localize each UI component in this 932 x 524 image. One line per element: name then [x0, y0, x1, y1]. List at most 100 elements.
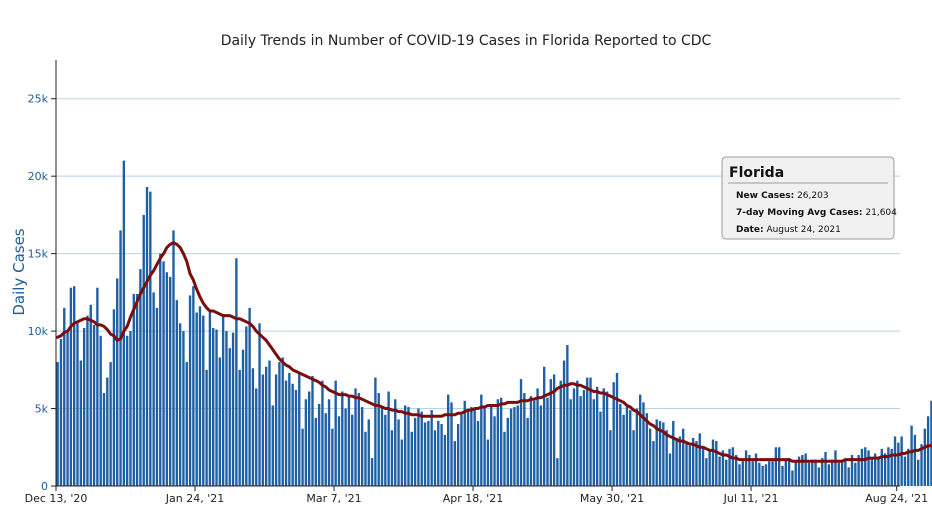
daily-case-bar — [635, 408, 639, 486]
y-tick-label: 15k — [28, 248, 49, 261]
daily-case-bar — [758, 462, 761, 486]
daily-case-bar — [169, 276, 172, 486]
daily-case-bar — [238, 369, 241, 486]
daily-case-bar — [347, 396, 351, 486]
daily-case-bar — [844, 459, 847, 486]
daily-case-bar — [407, 407, 410, 486]
daily-case-bar — [341, 391, 344, 486]
daily-case-bar — [814, 459, 817, 486]
daily-case-bar — [791, 470, 794, 486]
daily-case-bar — [645, 413, 648, 486]
daily-case-bar — [546, 397, 549, 486]
daily-case-bar — [576, 380, 579, 486]
daily-case-bar — [410, 431, 413, 486]
daily-case-bar — [870, 458, 874, 486]
daily-case-bar — [490, 403, 493, 486]
daily-case-bar — [255, 388, 258, 486]
daily-case-bar — [394, 399, 397, 486]
daily-case-bar — [493, 416, 496, 486]
daily-case-bar — [672, 420, 675, 486]
y-tick-labels: 0 5k 10k 15k 20k 25k — [28, 93, 49, 493]
daily-case-bar — [403, 405, 407, 486]
daily-case-bar — [549, 379, 552, 486]
daily-case-bar — [509, 408, 513, 486]
daily-case-bar — [218, 357, 222, 486]
daily-case-bar — [708, 450, 711, 486]
daily-case-bar — [768, 461, 771, 486]
daily-case-bar — [324, 413, 327, 486]
daily-case-bar — [417, 408, 420, 486]
daily-case-bar — [188, 295, 192, 486]
daily-case-bar — [268, 360, 271, 486]
daily-case-bar — [109, 362, 112, 486]
daily-case-bar — [433, 430, 437, 486]
daily-case-bar — [586, 377, 589, 486]
daily-case-bar — [278, 362, 281, 486]
daily-case-bar — [685, 442, 688, 486]
daily-case-bar — [331, 428, 334, 486]
daily-case-bar — [92, 324, 96, 486]
daily-case-bar — [691, 437, 695, 486]
tooltip-row-date: Date: August 24, 2021 — [736, 225, 841, 235]
daily-case-bar — [705, 458, 708, 486]
daily-case-bar — [781, 465, 784, 486]
daily-case-bar — [274, 374, 278, 486]
daily-case-bar — [821, 458, 824, 486]
daily-case-bar — [658, 420, 662, 486]
daily-case-bar — [152, 292, 155, 486]
daily-case-bar — [917, 459, 920, 486]
daily-case-bar — [129, 331, 132, 486]
daily-case-bar — [212, 327, 215, 486]
daily-case-bar — [721, 450, 725, 486]
daily-case-bar — [771, 461, 774, 486]
daily-case-bar — [437, 420, 440, 486]
daily-case-bar — [619, 403, 622, 486]
x-tick-label: Jul 11, '21 — [723, 492, 779, 505]
daily-case-bar — [536, 388, 539, 486]
daily-case-bar — [86, 315, 89, 486]
tooltip: Florida New Cases: 26,203 7-day Moving A… — [721, 156, 897, 240]
daily-case-bar — [533, 400, 536, 486]
y-tick-label: 25k — [28, 93, 49, 106]
daily-case-bar — [351, 414, 354, 486]
daily-case-bar — [741, 461, 744, 486]
daily-case-bar — [116, 278, 119, 486]
y-axis-label: Daily Cases — [10, 228, 28, 315]
daily-case-bar — [804, 453, 807, 486]
daily-case-bar — [811, 459, 814, 486]
daily-case-bar — [473, 408, 476, 486]
daily-case-bar — [420, 411, 423, 486]
daily-case-bar — [178, 323, 182, 486]
x-tick-label: Jan 24, '21 — [165, 492, 224, 505]
daily-case-bar — [182, 331, 185, 486]
daily-case-bar — [112, 309, 116, 486]
daily-case-bar — [496, 399, 500, 486]
daily-case-bar — [569, 399, 572, 486]
daily-case-bar — [308, 391, 311, 486]
daily-case-bar — [655, 419, 658, 486]
daily-case-bar — [519, 379, 523, 486]
daily-case-bar — [725, 459, 728, 486]
tooltip-box — [721, 156, 895, 240]
tooltip-row-new-cases: New Cases: 26,203 — [736, 191, 829, 201]
daily-case-bar — [622, 414, 625, 486]
daily-case-bar — [834, 450, 837, 486]
daily-case-bar — [231, 332, 235, 486]
daily-case-bar — [589, 377, 592, 486]
daily-case-bar — [344, 408, 347, 486]
daily-case-bar — [387, 391, 390, 486]
daily-case-bar — [264, 366, 268, 486]
daily-case-bar — [304, 399, 308, 486]
daily-case-bar — [847, 467, 850, 486]
daily-case-bar — [298, 372, 301, 486]
daily-case-bar — [883, 453, 887, 486]
daily-case-bar — [271, 405, 274, 486]
daily-case-bar — [877, 458, 880, 486]
daily-case-bar — [797, 456, 801, 486]
daily-case-bar — [69, 287, 73, 486]
daily-case-bar — [291, 383, 294, 486]
daily-case-bar — [499, 397, 503, 486]
daily-case-bar — [926, 416, 930, 486]
daily-case-bar — [463, 400, 466, 486]
